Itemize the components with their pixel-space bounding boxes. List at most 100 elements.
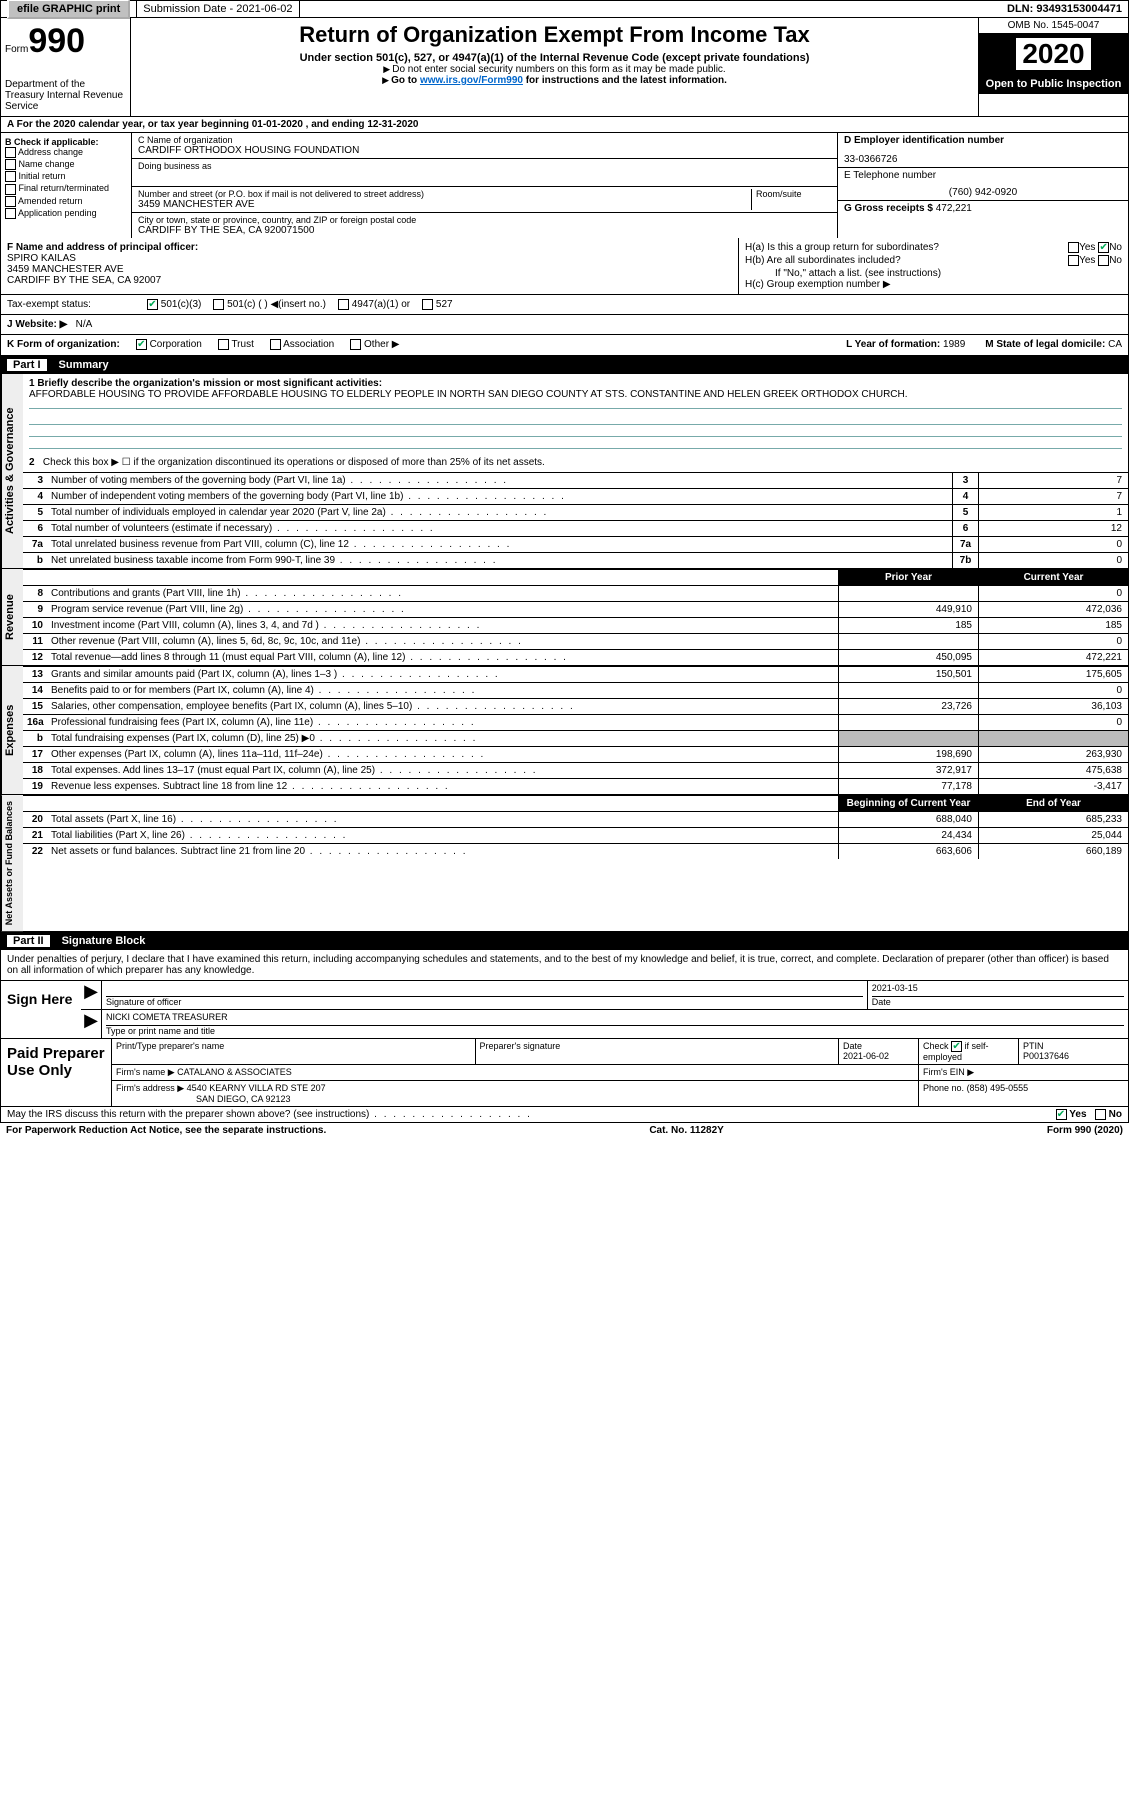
line-a: A For the 2020 calendar year, or tax yea… xyxy=(0,117,1129,133)
chk-501c3[interactable] xyxy=(147,299,158,310)
firm-addr1: 4540 KEARNY VILLA RD STE 207 xyxy=(187,1083,326,1093)
sig-date: 2021-03-15 xyxy=(872,983,1124,997)
ha-no[interactable] xyxy=(1098,242,1109,253)
firm-addr2: SAN DIEGO, CA 92123 xyxy=(116,1094,291,1104)
efile-button[interactable]: efile GRAPHIC print xyxy=(7,0,130,19)
street-label: Number and street (or P.O. box if mail i… xyxy=(138,189,751,199)
ein-label: D Employer identification number xyxy=(844,135,1004,146)
sig-date-label: Date xyxy=(872,997,891,1007)
line2: Check this box ▶ ☐ if the organization d… xyxy=(43,457,545,468)
table-row: 17Other expenses (Part IX, column (A), l… xyxy=(23,746,1128,762)
vtab-revenue: Revenue xyxy=(1,569,23,665)
form-ref-footer: Form 990 (2020) xyxy=(1047,1125,1123,1136)
goto-pre: Go to xyxy=(391,75,420,86)
net-assets-block: Net Assets or Fund Balances Beginning of… xyxy=(0,795,1129,932)
chk-amended[interactable] xyxy=(5,196,16,207)
ssn-note: Do not enter social security numbers on … xyxy=(139,64,970,75)
col-headers-1: Prior YearCurrent Year xyxy=(23,569,1128,585)
part1-num: Part I xyxy=(7,359,47,371)
part1-title: Summary xyxy=(59,359,109,371)
section-bcd: B Check if applicable: Address change Na… xyxy=(0,133,1129,238)
sign-here-block: Sign Here ▶ Signature of officer 2021-03… xyxy=(0,981,1129,1039)
section-fgh: F Name and address of principal officer:… xyxy=(0,238,1129,295)
prior-year-hdr: Prior Year xyxy=(838,570,978,585)
hb-yes[interactable] xyxy=(1068,255,1079,266)
firm-phone-label: Phone no. xyxy=(923,1083,964,1093)
prep-date: 2021-06-02 xyxy=(843,1051,889,1061)
table-row: 15Salaries, other compensation, employee… xyxy=(23,698,1128,714)
ptin: P00137646 xyxy=(1023,1051,1069,1061)
form-subtitle: Under section 501(c), 527, or 4947(a)(1)… xyxy=(139,52,970,64)
discuss-no[interactable] xyxy=(1095,1109,1106,1120)
phone-label: E Telephone number xyxy=(844,170,936,181)
chk-name[interactable] xyxy=(5,159,16,170)
form-title: Return of Organization Exempt From Incom… xyxy=(139,22,970,48)
ha-yes[interactable] xyxy=(1068,242,1079,253)
tax-status-row: Tax-exempt status: 501(c)(3) 501(c) ( ) … xyxy=(0,295,1129,315)
firm-label: Firm's name ▶ xyxy=(116,1067,175,1077)
officer-label: F Name and address of principal officer: xyxy=(7,242,198,253)
hb-no[interactable] xyxy=(1098,255,1109,266)
vtab-netassets: Net Assets or Fund Balances xyxy=(1,795,23,931)
vtab-activities: Activities & Governance xyxy=(1,374,23,568)
table-row: 16aProfessional fundraising fees (Part I… xyxy=(23,714,1128,730)
department: Department of the Treasury Internal Reve… xyxy=(5,79,126,112)
submission-date: Submission Date - 2021-06-02 xyxy=(137,1,299,17)
ha-label: H(a) Is this a group return for subordin… xyxy=(745,242,939,253)
org-name-label: C Name of organization xyxy=(138,135,831,145)
table-row: 5Total number of individuals employed in… xyxy=(23,504,1128,520)
gross-receipts: 472,221 xyxy=(936,203,972,214)
irs-link[interactable]: www.irs.gov/Form990 xyxy=(420,75,523,86)
tax-year: 2020 xyxy=(1014,36,1092,72)
sig-name-label: Type or print name and title xyxy=(106,1026,215,1036)
goto-post: for instructions and the latest informat… xyxy=(523,75,727,86)
omb-number: OMB No. 1545-0047 xyxy=(979,18,1128,34)
chk-4947[interactable] xyxy=(338,299,349,310)
status-label: Tax-exempt status: xyxy=(7,299,137,310)
chk-initial[interactable] xyxy=(5,171,16,182)
chk-trust[interactable] xyxy=(218,339,229,350)
topbar: efile GRAPHIC print Submission Date - 20… xyxy=(0,0,1129,18)
chk-self-employed[interactable] xyxy=(951,1041,962,1052)
domicile-label: M State of legal domicile: xyxy=(985,339,1105,350)
mission-label: 1 Briefly describe the organization's mi… xyxy=(29,378,1122,389)
website-row: J Website: ▶ N/A xyxy=(0,315,1129,335)
table-row: 13Grants and similar amounts paid (Part … xyxy=(23,666,1128,682)
domicile: CA xyxy=(1108,339,1122,350)
form-ref: Form xyxy=(5,44,28,55)
part2-header: Part II Signature Block xyxy=(0,932,1129,950)
chk-501c[interactable] xyxy=(213,299,224,310)
col-f-officer: F Name and address of principal officer:… xyxy=(1,238,738,294)
current-year-hdr: Current Year xyxy=(978,570,1128,585)
dln: DLN: 93493153004471 xyxy=(1001,1,1128,17)
table-row: bNet unrelated business taxable income f… xyxy=(23,552,1128,568)
table-row: bTotal fundraising expenses (Part IX, co… xyxy=(23,730,1128,746)
chk-final[interactable] xyxy=(5,184,16,195)
col-d-ids: D Employer identification number33-03667… xyxy=(838,133,1128,238)
officer-name: SPIRO KAILAS xyxy=(7,253,76,264)
table-row: 12Total revenue—add lines 8 through 11 (… xyxy=(23,649,1128,665)
room-label: Room/suite xyxy=(751,189,831,210)
year-formation: 1989 xyxy=(943,339,965,350)
form-number: 990 xyxy=(28,22,85,60)
chk-527[interactable] xyxy=(422,299,433,310)
paperwork-notice: For Paperwork Reduction Act Notice, see … xyxy=(6,1125,326,1136)
discuss-label: May the IRS discuss this return with the… xyxy=(7,1109,532,1120)
gross-label: G Gross receipts $ xyxy=(844,203,933,214)
prep-name-hdr: Print/Type preparer's name xyxy=(111,1039,475,1064)
chk-corp[interactable] xyxy=(136,339,147,350)
website-label: J Website: ▶ xyxy=(7,319,67,330)
chk-pending[interactable] xyxy=(5,208,16,219)
revenue-block: Revenue Prior YearCurrent Year 8Contribu… xyxy=(0,569,1129,666)
table-row: 19Revenue less expenses. Subtract line 1… xyxy=(23,778,1128,794)
table-row: 22Net assets or fund balances. Subtract … xyxy=(23,843,1128,859)
chk-assoc[interactable] xyxy=(270,339,281,350)
bottom-line: For Paperwork Reduction Act Notice, see … xyxy=(0,1123,1129,1138)
discuss-yes[interactable] xyxy=(1056,1109,1067,1120)
chk-address[interactable] xyxy=(5,147,16,158)
sig-officer-label: Signature of officer xyxy=(106,997,181,1007)
street: 3459 MANCHESTER AVE xyxy=(138,199,751,210)
chk-other[interactable] xyxy=(350,339,361,350)
ptin-label: PTIN xyxy=(1023,1041,1044,1051)
org-name: CARDIFF ORTHODOX HOUSING FOUNDATION xyxy=(138,145,831,156)
